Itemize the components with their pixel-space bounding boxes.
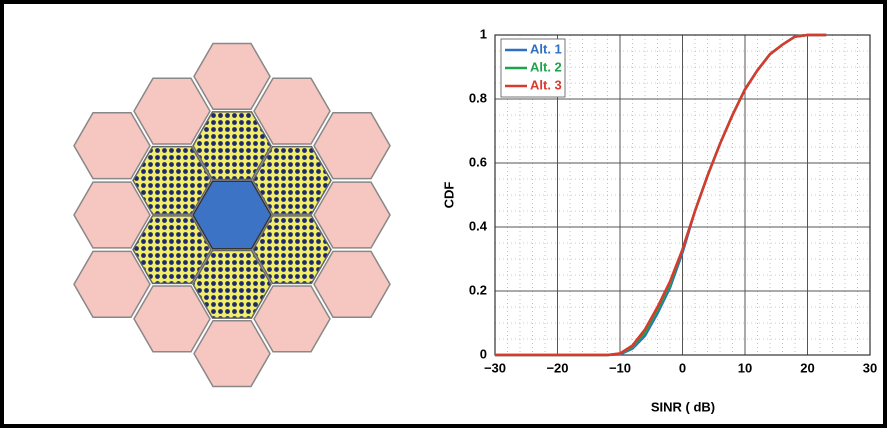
neighbor-cell [132,145,212,215]
y-tick-label: 0 [480,346,487,361]
x-tick-label: 10 [738,360,752,375]
neighbor-cell [192,111,272,181]
outer-cell [133,77,211,145]
neighbor-cell [252,145,332,215]
y-tick-label: 0.6 [469,154,487,169]
outer-cell [253,285,331,353]
outer-cell [193,319,271,388]
chart: SINR ( dB) CDF −30 −20 −10 0 10 20 30 0 0.2 0.4 0.… [441,26,877,414]
outer-cell [73,112,151,180]
y-tick-label: 1 [480,26,487,41]
outer-cell [253,77,331,145]
y-tick-label: 0.8 [469,90,487,105]
outer-cell [73,250,151,318]
center-cell [192,180,272,250]
legend-label: Alt. 1 [530,41,562,56]
plot-border [494,34,871,356]
x-tick-label: −30 [484,360,506,375]
x-tick-label: −10 [609,360,631,375]
outer-cell [313,112,391,180]
series-line [495,33,827,357]
x-tick-label: −20 [546,360,568,375]
legend-label: Alt. 3 [530,77,562,92]
y-tick-label: 0.4 [469,218,488,233]
hex-diagram [73,42,391,388]
neighbor-cell [192,249,272,319]
outer-cell [313,181,391,249]
outer-cell [313,250,391,318]
x-tick-label: 0 [679,360,686,375]
neighbor-cell [132,215,212,285]
y-tick-label: 0.2 [469,282,487,297]
outer-cell [193,42,271,111]
legend-label: Alt. 2 [530,59,562,74]
x-axis-label: SINR ( dB) [651,399,715,414]
neighbor-cell [252,215,332,285]
y-axis-label: CDF [441,182,456,209]
outer-cell [133,285,211,353]
outer-cell [73,181,151,249]
x-tick-label: 20 [800,360,814,375]
x-tick-label: 30 [863,360,877,375]
